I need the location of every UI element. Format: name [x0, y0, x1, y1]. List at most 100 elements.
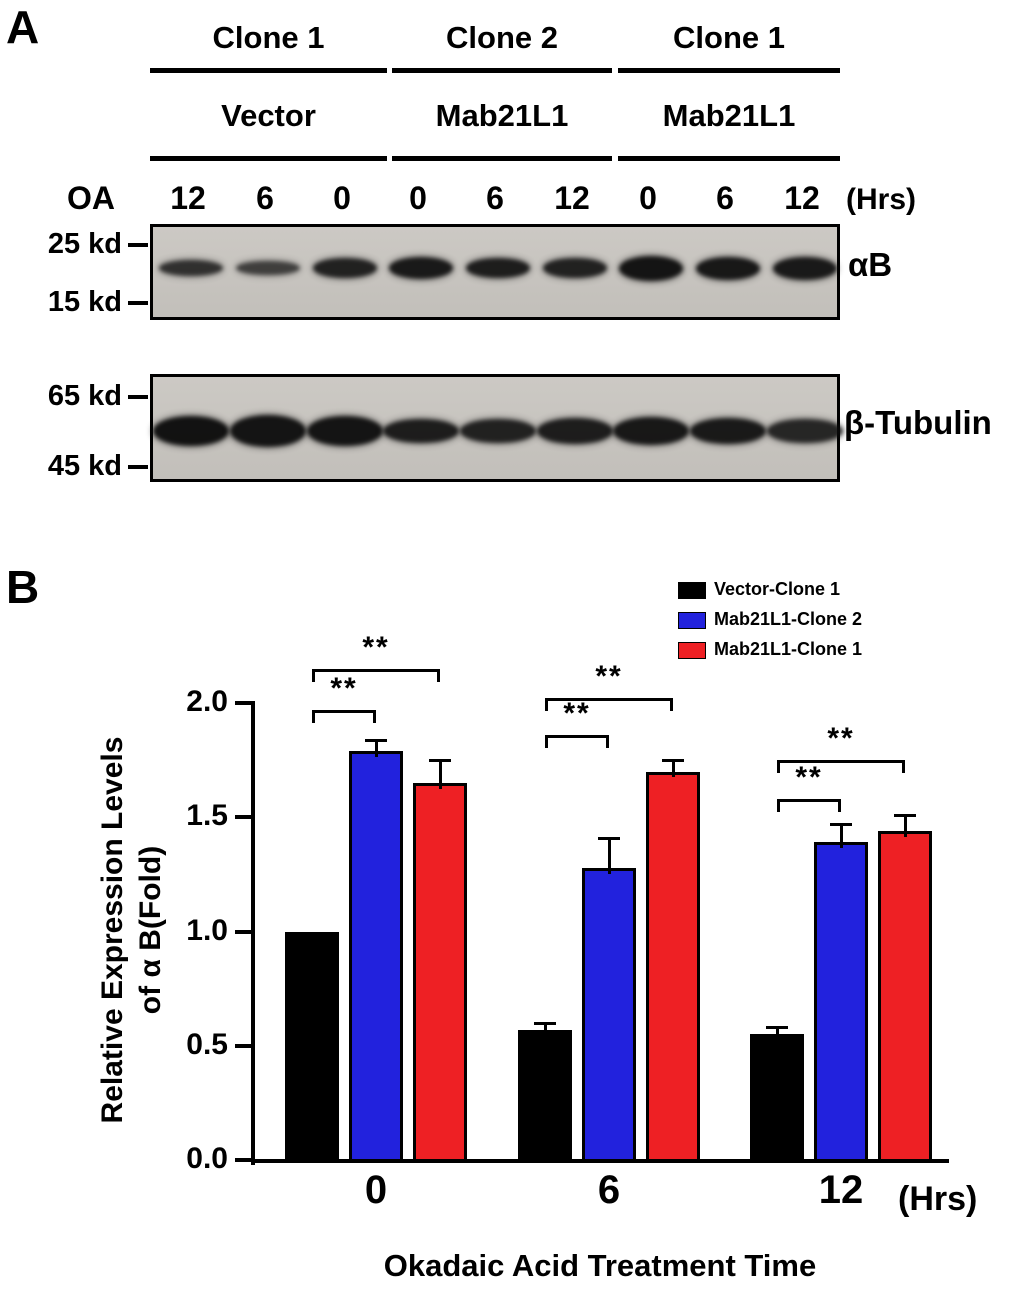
error-bar-cap: [662, 759, 684, 762]
y-axis-tick: [235, 701, 251, 705]
sig-bracket: [312, 669, 440, 672]
lane-time-label: 0: [639, 180, 657, 216]
error-bar-cap: [830, 823, 852, 826]
mw-tick-icon: [128, 465, 148, 469]
sig-bracket: [545, 735, 609, 738]
clone-group-header: Clone 1: [212, 20, 325, 55]
mw-tick-icon: [128, 395, 148, 399]
lane-time-label: 12: [170, 180, 206, 216]
western-blot-alphab: [150, 224, 840, 320]
y-axis-tick: [235, 1044, 251, 1048]
error-bar-stem: [544, 1023, 547, 1036]
sig-bracket-end: [777, 760, 780, 773]
mw-tick-icon: [128, 243, 148, 247]
legend-swatch: [678, 612, 706, 629]
error-bar-cap: [534, 1022, 556, 1025]
protein-band: [543, 258, 607, 278]
mw-marker-15kd: 15 kd: [47, 286, 122, 318]
x-axis-title: Okadaic Acid Treatment Time: [383, 1248, 817, 1283]
protein-band: [460, 419, 536, 443]
bar-series2-group1: [646, 772, 700, 1162]
sig-bracket-end: [312, 669, 315, 682]
legend-label: Mab21L1-Clone 1: [714, 639, 863, 659]
sig-bracket-end: [838, 799, 841, 812]
error-bar-cap: [365, 739, 387, 742]
mw-tick-icon: [128, 301, 148, 305]
sig-bracket-end: [777, 799, 780, 812]
y-tick-label: 2.0: [186, 685, 228, 718]
y-axis-line: [251, 701, 255, 1165]
clone-group-underline: [392, 68, 612, 73]
sig-bracket-end: [545, 735, 548, 748]
error-bar-cap: [429, 759, 451, 762]
construct-underline: [618, 156, 840, 161]
protein-band: [307, 416, 383, 446]
sig-bracket: [777, 760, 905, 763]
lane-time-label: 0: [409, 180, 427, 216]
clone-group-underline: [150, 68, 387, 73]
hours-unit-label-b: (Hrs): [898, 1180, 978, 1218]
lane-time-label: 6: [486, 180, 504, 216]
sig-bracket-end: [312, 710, 315, 723]
protein-band: [159, 260, 223, 276]
legend-swatch: [678, 582, 706, 599]
blot-label-tubulin: β-Tubulin: [844, 404, 992, 441]
sig-bracket-end: [606, 735, 609, 748]
sig-bracket-end: [670, 698, 673, 711]
sig-stars: **: [795, 761, 823, 794]
y-tick-label: 1.5: [186, 799, 228, 832]
error-bar-stem: [608, 838, 611, 874]
x-tick-label: 12: [818, 1168, 864, 1212]
sig-stars: **: [330, 672, 358, 705]
construct-header: Mab21L1: [662, 98, 796, 133]
clone-group-header: Clone 1: [673, 20, 785, 55]
y-axis-tick: [235, 1158, 251, 1162]
protein-band: [383, 419, 459, 443]
error-bar-cap: [766, 1026, 788, 1029]
clone-group-header: Clone 2: [446, 20, 558, 55]
bar-series2-group0: [413, 783, 467, 1162]
sig-bracket: [545, 698, 673, 701]
error-bar-stem: [439, 760, 442, 789]
bar-series1-group1: [582, 868, 636, 1162]
bar-series2-group2: [878, 831, 932, 1162]
sig-stars: **: [595, 660, 623, 693]
bar-series0-group2: [750, 1034, 804, 1162]
sig-bracket: [777, 799, 841, 802]
legend-swatch: [678, 642, 706, 659]
error-bar-stem: [776, 1027, 779, 1040]
protein-band: [466, 258, 530, 278]
error-bar-stem: [904, 815, 907, 837]
protein-band: [690, 418, 766, 444]
protein-band: [537, 418, 613, 444]
protein-band: [613, 417, 689, 445]
y-tick-label: 0.0: [186, 1142, 228, 1175]
blot-label-alphab: αB: [848, 246, 893, 283]
protein-band: [619, 256, 683, 281]
x-tick-label: 0: [364, 1168, 388, 1212]
protein-band: [696, 257, 760, 280]
construct-header: Mab21L1: [435, 98, 569, 133]
hours-unit-label-a: (Hrs): [846, 183, 917, 216]
sig-bracket-end: [437, 669, 440, 682]
panel-a-label: A: [6, 1, 40, 53]
y-axis-tick: [235, 815, 251, 819]
bar-series1-group2: [814, 842, 868, 1162]
error-bar-stem: [840, 824, 843, 848]
lane-time-label: 12: [784, 180, 820, 216]
sig-bracket-end: [902, 760, 905, 773]
protein-band: [236, 261, 300, 275]
bar-series1-group0: [349, 751, 403, 1162]
y-axis-tick: [235, 930, 251, 934]
sig-stars: **: [362, 631, 390, 664]
protein-band: [230, 415, 306, 447]
x-tick-label: 6: [597, 1168, 621, 1212]
construct-header: Vector: [221, 98, 316, 133]
mw-marker-45kd: 45 kd: [47, 450, 122, 482]
mw-marker-65kd: 65 kd: [47, 380, 122, 412]
sig-bracket-end: [545, 698, 548, 711]
protein-band: [153, 416, 229, 446]
error-bar-stem: [375, 740, 378, 757]
sig-stars: **: [827, 722, 855, 755]
